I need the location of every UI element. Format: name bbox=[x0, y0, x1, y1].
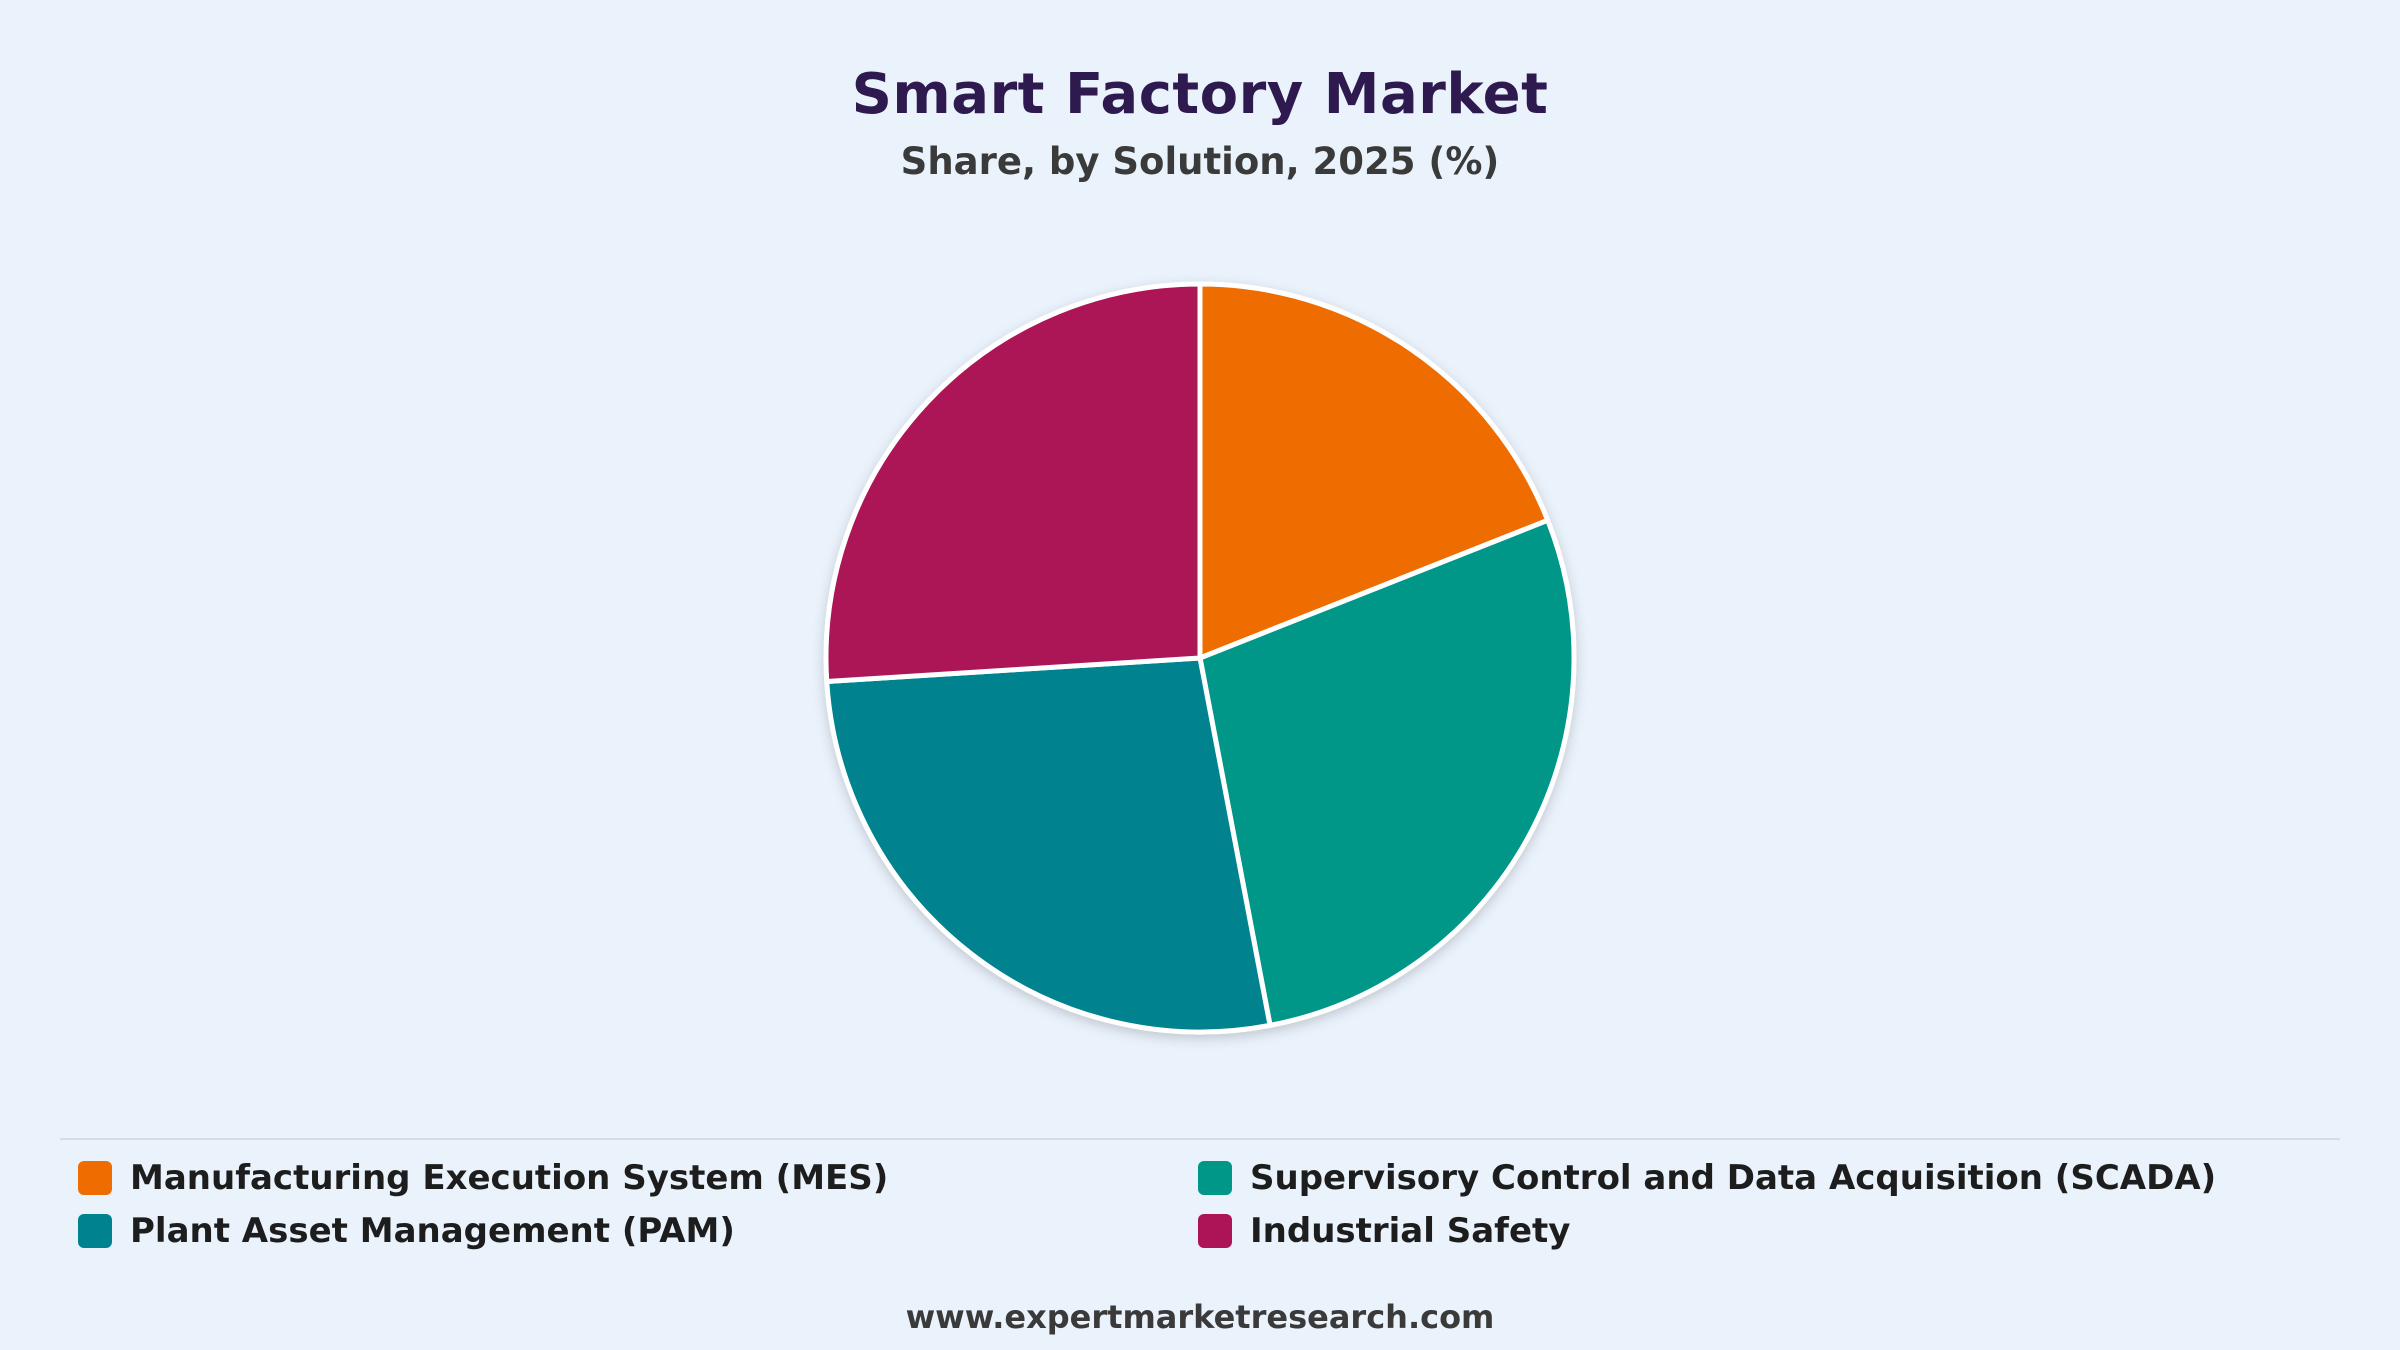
pie-slice-mes bbox=[1197, 281, 1551, 661]
pie-chart bbox=[823, 281, 1577, 1035]
legend-item-industrial-safety: Industrial Safety bbox=[1198, 1208, 1570, 1254]
legend: Manufacturing Execution System (MES) Sup… bbox=[78, 1155, 2338, 1265]
pie-slices bbox=[823, 281, 1577, 1035]
legend-label-industrial-safety: Industrial Safety bbox=[1250, 1211, 1571, 1251]
legend-item-pam: Plant Asset Management (PAM) bbox=[78, 1208, 735, 1254]
legend-label-pam: Plant Asset Management (PAM) bbox=[130, 1211, 735, 1251]
legend-item-mes: Manufacturing Execution System (MES) bbox=[78, 1155, 888, 1201]
legend-swatch-scada bbox=[1198, 1161, 1232, 1195]
legend-label-scada: Supervisory Control and Data Acquisition… bbox=[1250, 1158, 2217, 1198]
legend-divider bbox=[60, 1138, 2340, 1140]
legend-swatch-mes bbox=[78, 1161, 112, 1195]
source-url: www.expertmarketresearch.com bbox=[905, 1298, 1495, 1336]
legend-item-scada: Supervisory Control and Data Acquisition… bbox=[1198, 1155, 2216, 1201]
chart-subtitle: Share, by Solution, 2025 (%) bbox=[900, 140, 1500, 183]
legend-swatch-industrial-safety bbox=[1198, 1214, 1232, 1248]
chart-title: Smart Factory Market bbox=[851, 62, 1549, 127]
pie-slice-scada bbox=[1197, 517, 1577, 1028]
legend-label-mes: Manufacturing Execution System (MES) bbox=[130, 1158, 889, 1198]
pie-slice-pam bbox=[824, 655, 1273, 1035]
pie-slice-industrial-safety bbox=[823, 281, 1203, 684]
legend-swatch-pam bbox=[78, 1214, 112, 1248]
